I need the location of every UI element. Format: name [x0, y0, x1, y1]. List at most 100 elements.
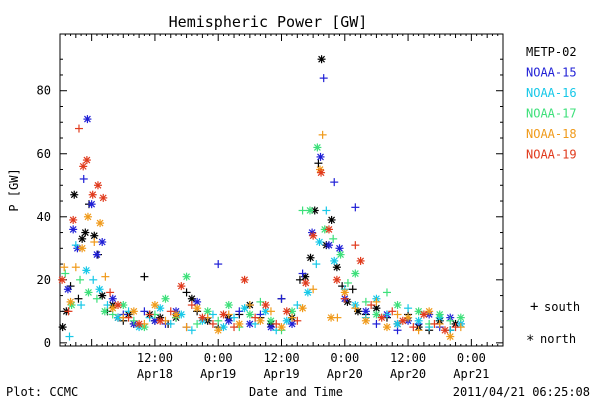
- data-point-south: [187, 301, 196, 310]
- x-tick-label-time: 0:00: [204, 351, 233, 365]
- data-point-south: [277, 294, 286, 303]
- data-point-north: [332, 275, 341, 284]
- data-point-north: [361, 316, 370, 325]
- data-point-south: [182, 323, 191, 332]
- data-point-south: [64, 307, 73, 316]
- y-tick-label: 40: [37, 210, 51, 224]
- y-tick-label: 60: [37, 147, 51, 161]
- data-point-south: [124, 313, 133, 322]
- x-tick-label-date: Apr21: [453, 367, 489, 381]
- data-point-north: [70, 190, 79, 199]
- data-point-north: [240, 275, 249, 284]
- data-point-south: [74, 294, 83, 303]
- legend-entry: NOAA-18: [526, 127, 577, 141]
- x-tick-label-time: 12:00: [137, 351, 173, 365]
- data-point-north: [219, 310, 228, 319]
- data-point-north: [224, 301, 233, 310]
- data-point-south: [89, 275, 98, 284]
- data-point-north: [301, 278, 310, 287]
- data-point-north: [156, 316, 165, 325]
- data-point-north: [335, 244, 344, 253]
- data-point-north: [100, 307, 109, 316]
- marker-legend: + south * north: [526, 299, 580, 349]
- data-point-north: [435, 310, 444, 319]
- data-point-north: [98, 238, 107, 246]
- data-point-south: [340, 294, 349, 303]
- data-point-north: [182, 272, 191, 281]
- data-point-south: [166, 307, 175, 316]
- north-marker-label: north: [540, 332, 576, 346]
- y-axis-label: P [GW]: [7, 168, 21, 211]
- data-point-north: [88, 190, 97, 199]
- data-point-north: [356, 256, 365, 265]
- x-tick-label-date: Apr19: [200, 367, 236, 381]
- data-point-north: [108, 304, 117, 313]
- data-point-south: [361, 297, 370, 306]
- data-point-north: [398, 316, 407, 325]
- data-point-north: [425, 307, 434, 316]
- data-point-north: [277, 323, 286, 332]
- x-tick-label-date: Apr20: [390, 367, 426, 381]
- data-point-north: [446, 332, 455, 341]
- plot-timestamp: 2011/04/21 06:25:08: [453, 385, 590, 399]
- data-point-north: [282, 316, 291, 325]
- data-point-north: [66, 297, 75, 306]
- data-point-south: [330, 178, 339, 187]
- data-point-north: [129, 307, 138, 316]
- data-point-north: [108, 294, 117, 303]
- data-point-north: [92, 250, 101, 259]
- data-point-south: [388, 307, 397, 316]
- data-point-south: [193, 319, 202, 328]
- data-point-north: [81, 228, 90, 237]
- data-point-north: [382, 323, 391, 332]
- data-point-south: [333, 313, 342, 322]
- data-point-north: [361, 307, 370, 316]
- data-point-north: [78, 234, 87, 243]
- data-point-south: [245, 301, 254, 310]
- legend-entry: METP-02: [526, 45, 577, 59]
- data-point-south: [309, 285, 318, 294]
- data-point-south: [166, 319, 175, 328]
- data-point-south: [351, 203, 360, 212]
- data-point-south: [351, 241, 360, 250]
- data-point-south: [230, 313, 239, 322]
- data-point-north: [193, 297, 202, 306]
- data-point-north: [266, 316, 275, 325]
- data-point-north: [98, 291, 107, 300]
- data-point-north: [95, 285, 104, 294]
- data-point-south: [208, 319, 217, 328]
- data-point-south: [319, 74, 328, 83]
- data-point-south: [414, 326, 423, 335]
- data-point-north: [58, 275, 67, 284]
- data-point-north: [99, 193, 108, 202]
- data-point-north: [67, 301, 76, 310]
- data-points: [58, 55, 465, 341]
- data-point-north: [172, 310, 181, 319]
- data-point-south: [77, 301, 86, 310]
- data-point-south: [230, 323, 239, 332]
- legend: METP-02 NOAA-15 NOAA-16 NOAA-17 NOAA-18 NOAA-…: [526, 45, 577, 162]
- data-point-south: [106, 288, 115, 297]
- data-point-north: [82, 266, 91, 275]
- data-point-south: [318, 130, 327, 139]
- data-point-north: [69, 215, 78, 224]
- data-point-south: [372, 319, 381, 328]
- data-point-north: [393, 301, 402, 310]
- data-point-north: [150, 301, 159, 310]
- data-point-south: [298, 206, 307, 215]
- data-point-south: [288, 313, 297, 322]
- data-point-south: [451, 323, 460, 332]
- x-tick-label-date: Apr20: [327, 367, 363, 381]
- south-marker-label: south: [544, 300, 580, 314]
- x-tick-label-time: 0:00: [457, 351, 486, 365]
- data-point-south: [140, 272, 149, 281]
- data-point-north: [315, 238, 324, 246]
- y-tick-label: 20: [37, 273, 51, 287]
- data-point-south: [298, 269, 307, 278]
- data-point-north: [309, 231, 318, 240]
- data-point-north: [78, 244, 87, 253]
- data-point-north: [372, 310, 381, 319]
- data-point-north: [324, 241, 333, 250]
- data-point-south: [251, 313, 260, 322]
- data-point-north: [316, 152, 325, 161]
